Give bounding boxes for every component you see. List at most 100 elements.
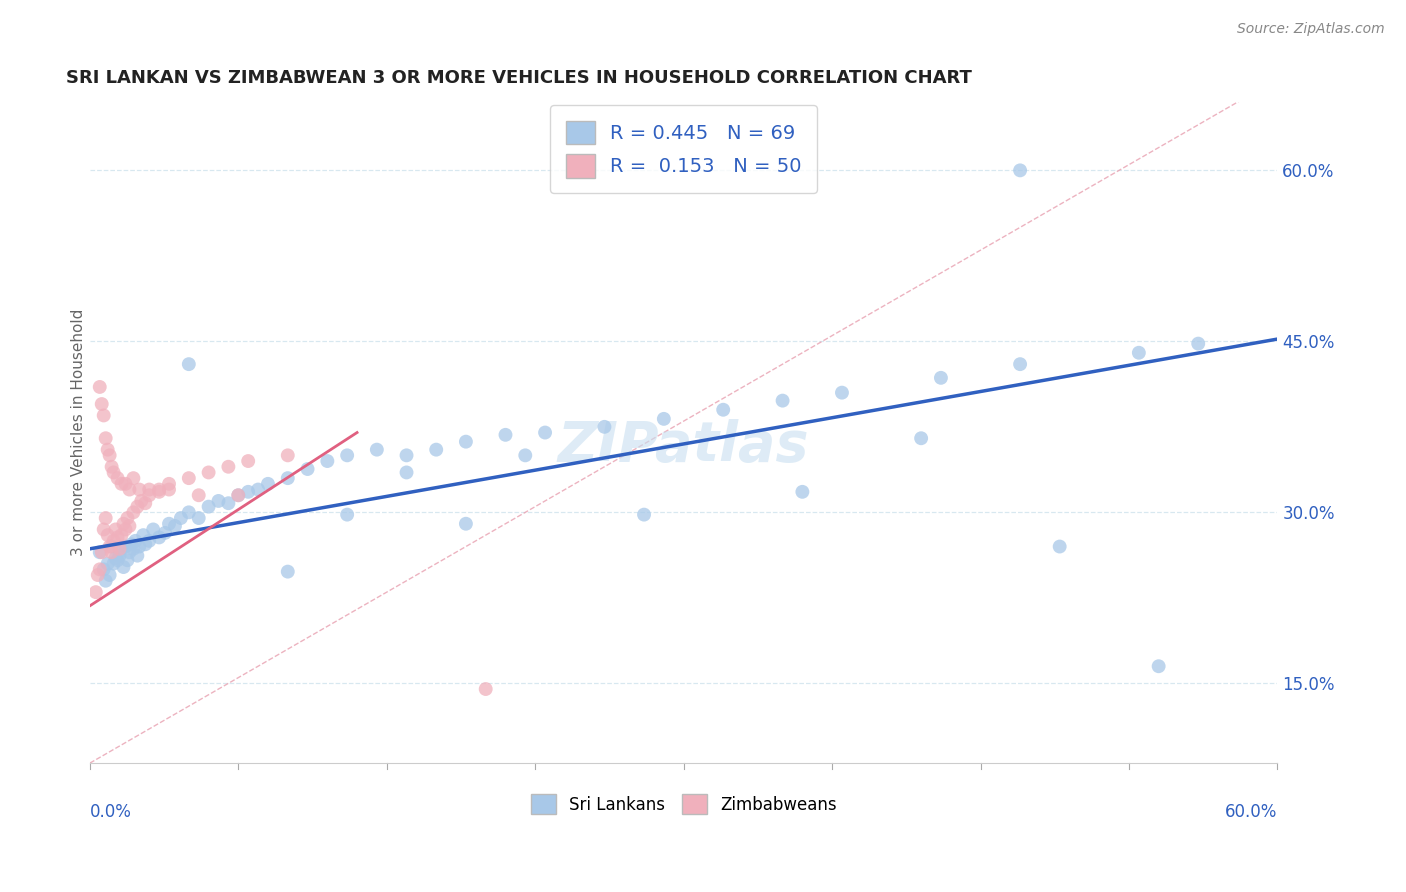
Point [107,530,129,544]
Point [100,545,122,559]
Point [157,516,180,531]
Point [238,454,260,468]
Point [177,505,200,519]
Point [148,483,170,497]
Point [238,484,260,499]
Point [395,466,418,480]
Point [114,523,136,537]
Point [395,448,418,462]
Text: 0.0%: 0.0% [90,803,132,821]
Point [118,483,141,497]
Point [110,528,132,542]
Point [122,541,145,556]
Point [90,397,112,411]
Point [633,508,655,522]
Y-axis label: 3 or more Vehicles in Household: 3 or more Vehicles in Household [72,309,86,557]
Point [217,459,239,474]
Point [148,484,170,499]
Point [89,545,111,559]
Point [128,540,150,554]
Point [1049,540,1071,554]
Point [247,483,270,497]
Point [226,488,249,502]
Text: Source: ZipAtlas.com: Source: ZipAtlas.com [1237,22,1385,37]
Point [124,533,146,548]
Point [454,434,477,449]
Legend: Sri Lankans, Zimbabweans: Sri Lankans, Zimbabweans [524,788,844,821]
Point [114,540,136,554]
Point [103,466,125,480]
Point [94,574,117,588]
Point [118,545,141,559]
Point [127,500,149,514]
Point [112,516,135,531]
Point [118,519,141,533]
Point [474,681,496,696]
Point [110,541,132,556]
Point [107,471,129,485]
Point [142,523,165,537]
Point [122,505,145,519]
Point [1010,357,1032,371]
Point [177,471,200,485]
Point [103,533,125,548]
Point [93,562,115,576]
Point [148,530,170,544]
Point [652,412,675,426]
Point [226,488,249,502]
Point [163,519,186,533]
Point [138,483,160,497]
Point [138,488,160,502]
Point [336,508,359,522]
Point [100,540,122,554]
Point [1010,163,1032,178]
Point [98,448,121,462]
Point [170,511,193,525]
Point [97,528,120,542]
Point [297,462,319,476]
Point [197,466,219,480]
Point [1147,659,1170,673]
Point [134,496,156,510]
Point [277,471,299,485]
Point [114,476,136,491]
Point [336,448,359,462]
Point [97,557,120,571]
Point [104,550,127,565]
Point [87,568,110,582]
Point [217,496,239,510]
Point [277,565,299,579]
Point [515,448,537,462]
Point [593,420,616,434]
Point [94,431,117,445]
Text: ZIPatlas: ZIPatlas [558,418,810,473]
Point [103,557,125,571]
Point [187,488,209,502]
Point [117,511,139,525]
Point [316,454,339,468]
Point [910,431,932,445]
Point [929,371,952,385]
Point [98,568,121,582]
Point [127,549,149,563]
Point [1187,336,1209,351]
Point [157,483,180,497]
Point [117,553,139,567]
Point [277,448,299,462]
Point [153,525,176,540]
Point [257,476,280,491]
Point [97,442,120,457]
Point [108,549,131,563]
Point [84,585,107,599]
Point [94,511,117,525]
Point [207,494,229,508]
Point [197,500,219,514]
Point [177,357,200,371]
Point [110,476,132,491]
Point [90,545,112,559]
Point [104,523,127,537]
Point [131,494,153,508]
Point [187,511,209,525]
Point [138,533,160,548]
Point [831,385,853,400]
